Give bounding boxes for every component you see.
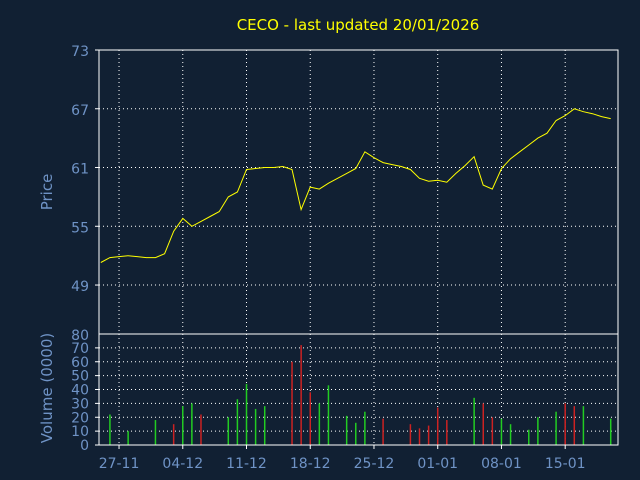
volume-y-tick-label: 10 [71,424,89,440]
price-grid [99,49,618,334]
x-tick-label: 01-01 [417,456,458,472]
volume-panel-frame [98,333,619,446]
chart-title: CECO - last updated 20/01/2026 [237,16,480,34]
volume-y-tick-label: 80 [71,328,89,344]
price-y-tick-labels: 73 67 61 55 49 [71,44,99,295]
volume-bars [109,345,612,445]
volume-grid [99,334,618,445]
volume-y-tick-label: 50 [71,369,89,385]
price-line-group [100,108,611,263]
price-line [100,108,611,263]
x-tick-label: 27-11 [99,456,140,472]
x-tick-label: 25-12 [354,456,395,472]
price-y-tick-label: 55 [71,220,89,236]
x-tick-label: 18-12 [290,456,331,472]
volume-y-tick-label: 40 [71,383,89,399]
volume-y-tick-label: 30 [71,396,89,412]
volume-y-tick-label: 20 [71,410,89,426]
volume-y-tick-label: 70 [71,341,89,357]
price-y-tick-label: 49 [71,279,89,295]
volume-y-tick-label: 0 [80,438,89,454]
x-tick-label: 11-12 [226,456,267,472]
x-tick-labels: 27-11 04-12 11-12 18-12 25-12 01-01 08-01 15-01 [99,445,586,472]
price-panel-frame [98,49,619,335]
x-tick-label: 04-12 [162,456,203,472]
volume-y-tick-label: 60 [71,355,89,371]
x-tick-label: 08-01 [481,456,522,472]
price-y-tick-label: 73 [71,44,89,60]
price-y-tick-label: 61 [71,162,89,178]
price-axis-label: Price [38,174,56,211]
x-tick-label: 15-01 [545,456,586,472]
volume-axis-label: Volume (0000) [38,333,56,443]
price-y-tick-label: 67 [71,103,89,119]
